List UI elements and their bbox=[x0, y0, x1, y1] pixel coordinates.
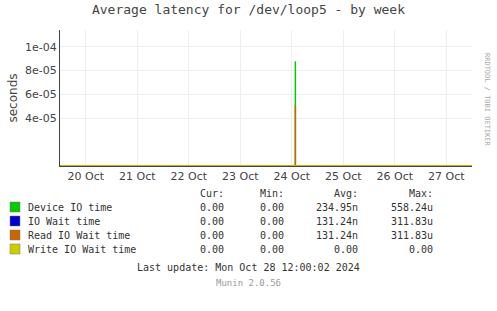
svg-text:0.00: 0.00 bbox=[200, 216, 224, 227]
svg-text:0.00: 0.00 bbox=[334, 244, 358, 255]
svg-text:20 Oct: 20 Oct bbox=[67, 170, 104, 183]
svg-text:Munin 2.0.56: Munin 2.0.56 bbox=[216, 278, 281, 288]
svg-text:0.00: 0.00 bbox=[200, 244, 224, 255]
svg-text:0.00: 0.00 bbox=[409, 244, 433, 255]
svg-text:8e-05: 8e-05 bbox=[25, 64, 57, 77]
svg-text:0.00: 0.00 bbox=[260, 216, 284, 227]
svg-text:234.95n: 234.95n bbox=[316, 202, 358, 213]
svg-text:IO Wait time: IO Wait time bbox=[28, 216, 100, 227]
svg-text:Write IO Wait time: Write IO Wait time bbox=[28, 244, 136, 255]
svg-text:24 Oct: 24 Oct bbox=[273, 170, 310, 183]
svg-text:0.00: 0.00 bbox=[200, 202, 224, 213]
svg-text:Min:: Min: bbox=[260, 188, 284, 199]
svg-text:Cur:: Cur: bbox=[200, 188, 224, 199]
svg-text:21 Oct: 21 Oct bbox=[119, 170, 156, 183]
svg-text:0.00: 0.00 bbox=[200, 230, 224, 241]
svg-text:1e-04: 1e-04 bbox=[25, 41, 57, 54]
svg-text:27 Oct: 27 Oct bbox=[428, 170, 465, 183]
svg-text:131.24n: 131.24n bbox=[316, 230, 358, 241]
svg-text:0.00: 0.00 bbox=[260, 230, 284, 241]
svg-text:131.24n: 131.24n bbox=[316, 216, 358, 227]
svg-text:6e-05: 6e-05 bbox=[25, 88, 57, 101]
svg-text:558.24u: 558.24u bbox=[391, 202, 433, 213]
svg-text:seconds: seconds bbox=[6, 73, 20, 122]
svg-text:Max:: Max: bbox=[409, 188, 433, 199]
svg-text:0.00: 0.00 bbox=[260, 244, 284, 255]
svg-text:25 Oct: 25 Oct bbox=[325, 170, 362, 183]
svg-text:Avg:: Avg: bbox=[334, 188, 358, 199]
svg-text:4e-05: 4e-05 bbox=[25, 112, 57, 125]
svg-text:311.83u: 311.83u bbox=[391, 230, 433, 241]
svg-text:311.83u: 311.83u bbox=[391, 216, 433, 227]
svg-text:26 Oct: 26 Oct bbox=[376, 170, 413, 183]
svg-text:Last update: Mon Oct 28 12:00:: Last update: Mon Oct 28 12:00:02 2024 bbox=[137, 262, 360, 273]
svg-text:0.00: 0.00 bbox=[260, 202, 284, 213]
svg-text:22 Oct: 22 Oct bbox=[170, 170, 207, 183]
svg-text:RRDTOOL / TOBI OETIKER: RRDTOOL / TOBI OETIKER bbox=[483, 53, 491, 147]
svg-text:Read IO Wait time: Read IO Wait time bbox=[28, 230, 130, 241]
svg-text:Average latency for /dev/loop5: Average latency for /dev/loop5 - by week bbox=[92, 2, 405, 17]
svg-text:23 Oct: 23 Oct bbox=[222, 170, 259, 183]
svg-text:Device IO time: Device IO time bbox=[28, 202, 112, 213]
